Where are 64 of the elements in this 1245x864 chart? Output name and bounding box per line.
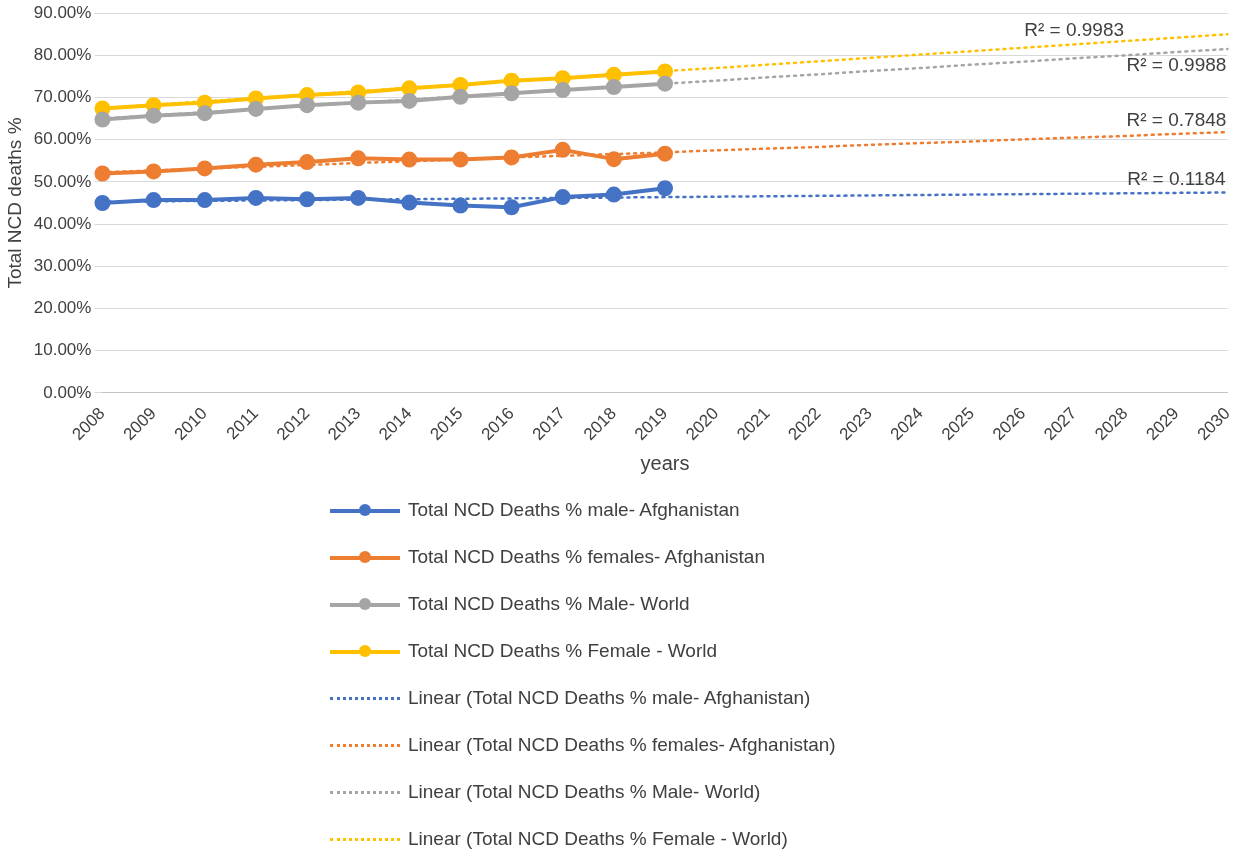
y-tick-label: 0.00% [43, 382, 92, 402]
annotation: R² = 0.9983 [1024, 19, 1125, 41]
y-tick-label: 30.00% [33, 255, 92, 275]
point [299, 154, 316, 171]
point [657, 145, 674, 162]
point [554, 189, 571, 206]
y-tick-label: 90.00% [33, 2, 92, 22]
legend-label: Linear (Total NCD Deaths % Male- World) [408, 780, 761, 803]
point [657, 75, 674, 92]
point [247, 156, 264, 173]
x-axis-title: years [640, 451, 690, 474]
y-tick-label: 40.00% [33, 213, 92, 233]
y-tick-label: 50.00% [33, 171, 92, 191]
legend-label: Linear (Total NCD Deaths % male- Afghanistan) [408, 686, 811, 709]
point [452, 151, 469, 168]
legend-label: Total NCD Deaths % Female - World [408, 639, 718, 662]
point [605, 66, 622, 83]
point [452, 197, 469, 214]
legend-label: Linear (Total NCD Deaths % Female - World) [408, 827, 788, 850]
point [554, 81, 571, 98]
point [196, 105, 213, 122]
y-tick-label: 60.00% [33, 129, 92, 149]
point [605, 186, 622, 203]
point [196, 192, 213, 209]
legend-label: Total NCD Deaths % Male- World [408, 592, 690, 615]
y-tick-label: 80.00% [33, 45, 92, 65]
point [299, 191, 316, 208]
point [145, 107, 162, 124]
point [503, 149, 520, 166]
annotation: R² = 0.9988 [1126, 53, 1227, 75]
point [145, 163, 162, 180]
point [401, 151, 418, 168]
legend-label: Linear (Total NCD Deaths % females- Afghanistan) [408, 733, 836, 756]
legend-label: Total NCD Deaths % females- Afghanistan [408, 545, 765, 568]
annotation: R² = 0.1184 [1127, 167, 1227, 189]
legend-label: Total NCD Deaths % male- Afghanistan [408, 498, 740, 521]
annotation: R² = 0.7848 [1126, 108, 1227, 130]
y-axis-title: Total NCD deaths % [3, 117, 25, 289]
point [94, 165, 111, 182]
point [401, 92, 418, 109]
point [657, 63, 674, 80]
point [401, 194, 418, 211]
point [503, 85, 520, 102]
point [554, 141, 571, 158]
point [657, 180, 674, 197]
y-tick-label: 20.00% [33, 298, 92, 318]
point [94, 195, 111, 212]
y-tick-label: 70.00% [33, 87, 92, 107]
point [350, 150, 367, 167]
point [503, 199, 520, 216]
point [605, 79, 622, 96]
point [247, 100, 264, 117]
point [299, 97, 316, 114]
point [452, 88, 469, 105]
point [247, 189, 264, 206]
point [605, 151, 622, 168]
point [196, 160, 213, 177]
point [145, 192, 162, 209]
point [350, 189, 367, 206]
y-tick-label: 10.00% [33, 340, 92, 360]
point [401, 80, 418, 97]
point [503, 72, 520, 89]
point [350, 94, 367, 111]
point [94, 111, 111, 128]
